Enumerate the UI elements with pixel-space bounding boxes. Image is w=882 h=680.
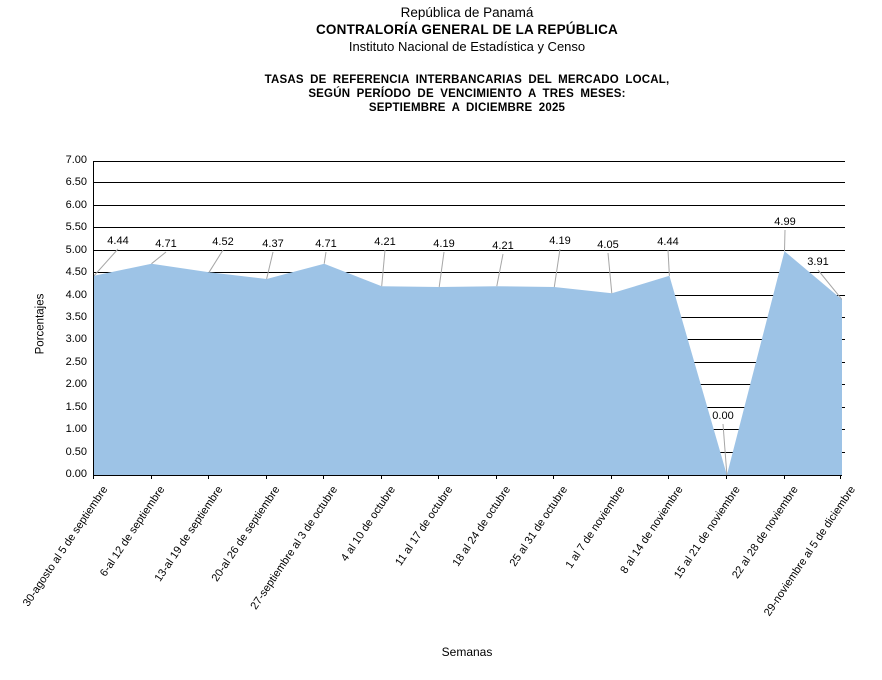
label-leader-line [784, 229, 786, 252]
data-label: 0.00 [712, 410, 734, 422]
x-tick [553, 475, 555, 479]
y-axis: 0.00 0.50 1.00 1.50 2.00 2.50 3.00 3.50 4.00 4.50… [0, 154, 87, 480]
x-tick [208, 475, 210, 479]
data-label: 4.37 [262, 238, 284, 250]
y-tick-label: 3.50 [65, 311, 87, 323]
y-tick-label: 4.50 [65, 266, 87, 279]
gridline [94, 161, 845, 162]
label-leader-line [94, 248, 119, 277]
label-leader-line [438, 251, 445, 288]
y-tick-label: 0.00 [65, 468, 87, 480]
label-leader-line [722, 423, 728, 475]
y-tick-label: 1.50 [65, 400, 87, 413]
y-tick-label: 7.00 [65, 154, 87, 166]
x-tick [610, 475, 612, 479]
y-tick-label: 6.00 [65, 198, 87, 211]
y-tick-label: 5.50 [65, 221, 87, 234]
y-tick-label: 4.00 [65, 288, 87, 301]
x-category-label: 30-agosto al 5 de septiembre [20, 484, 110, 609]
area-series [94, 229, 842, 475]
data-label: 4.52 [212, 236, 234, 248]
area-fill [94, 251, 842, 475]
gridline [94, 249, 845, 251]
data-label: 4.71 [155, 238, 177, 250]
label-leader-line [151, 251, 167, 265]
chart-title-line-1: TASAS DE REFERENCIA INTERBANCARIAS DEL M… [264, 74, 670, 86]
x-category-label: 8 al 14 de noviembre [617, 484, 686, 576]
x-tick [438, 475, 440, 479]
plot-area: 4.44 4.71 4.52 4.37 4.71 4.21 4.19 4.21 4.19 4.05… [93, 161, 845, 476]
y-tick-label: 5.00 [65, 243, 87, 256]
x-category-label: 18 al 24 de octubre [450, 484, 513, 569]
label-leader-line [208, 249, 224, 273]
x-tick [495, 475, 497, 479]
chart-title-line-2: SEGÚN PERÍODO DE VENCIMIENTO A TRES MESE… [308, 88, 626, 100]
org-institute-line: Instituto Nacional de Estadística y Cens… [348, 39, 586, 54]
data-label: 4.05 [597, 239, 619, 251]
x-axis: 30-agosto al 5 de septiembre 6-al 12 de s… [20, 475, 858, 675]
gridline [94, 272, 845, 274]
x-category-label: 1 al 7 de noviembre [563, 484, 628, 571]
x-tick [783, 475, 785, 479]
label-leader-line [553, 248, 561, 288]
x-category-label: 4 al 10 de octubre [338, 484, 398, 564]
y-tick-label: 1.00 [65, 423, 87, 436]
label-leader-line [817, 269, 842, 300]
org-name-line: CONTRALORÍA GENERAL DE LA REPÚBLICA [315, 22, 618, 37]
data-label: 4.44 [107, 235, 129, 247]
x-tick [323, 475, 325, 479]
label-leader-line [323, 251, 327, 264]
data-label: 4.99 [774, 216, 796, 228]
x-tick [840, 475, 841, 479]
x-tick [380, 475, 382, 479]
report-header: República de Panamá CONTRALORÍA GENERAL … [93, 5, 841, 54]
x-axis-title: Semanas [441, 645, 493, 659]
data-label: 3.91 [807, 256, 829, 268]
data-label: 4.19 [433, 238, 455, 250]
x-category-label: 6-al 12 de septiembre [97, 484, 168, 579]
chart-title-line-3: SEPTIEMBRE A DICIEMBRE 2025 [368, 102, 566, 114]
x-category-label: 11 al 17 de octubre [392, 484, 456, 569]
label-leader-line [496, 253, 504, 287]
y-tick-label: 6.50 [65, 176, 87, 189]
x-tick [150, 475, 152, 479]
org-country-line: República de Panamá [400, 5, 534, 20]
gridline [94, 227, 845, 229]
data-label: 4.21 [492, 240, 514, 252]
y-tick-label: 2.00 [65, 378, 87, 391]
y-tick-label: 2.50 [65, 355, 87, 368]
label-leader-line [266, 251, 274, 280]
chart-title: TASAS DE REFERENCIA INTERBANCARIAS DEL M… [93, 73, 841, 115]
x-category-label: 25 al 31 de octubre [507, 484, 571, 569]
gridline [94, 204, 845, 206]
x-category-label: 22 al 28 de noviembre [729, 484, 801, 581]
x-tick [725, 475, 727, 479]
x-tick [668, 475, 670, 479]
data-label: 4.71 [315, 238, 337, 250]
data-label: 4.21 [374, 236, 396, 248]
x-tick [93, 475, 94, 479]
x-tick [265, 475, 267, 479]
data-label: 4.44 [657, 236, 679, 248]
y-tick-label: 3.00 [65, 333, 87, 346]
x-category-label: 15 al 21 de noviembre [672, 484, 743, 581]
y-tick-label: 0.50 [65, 445, 87, 458]
label-leader-line [607, 252, 613, 294]
label-leader-line [667, 249, 670, 276]
gridline [94, 182, 845, 184]
data-label: 4.19 [549, 235, 571, 247]
label-leader-line [381, 249, 386, 287]
